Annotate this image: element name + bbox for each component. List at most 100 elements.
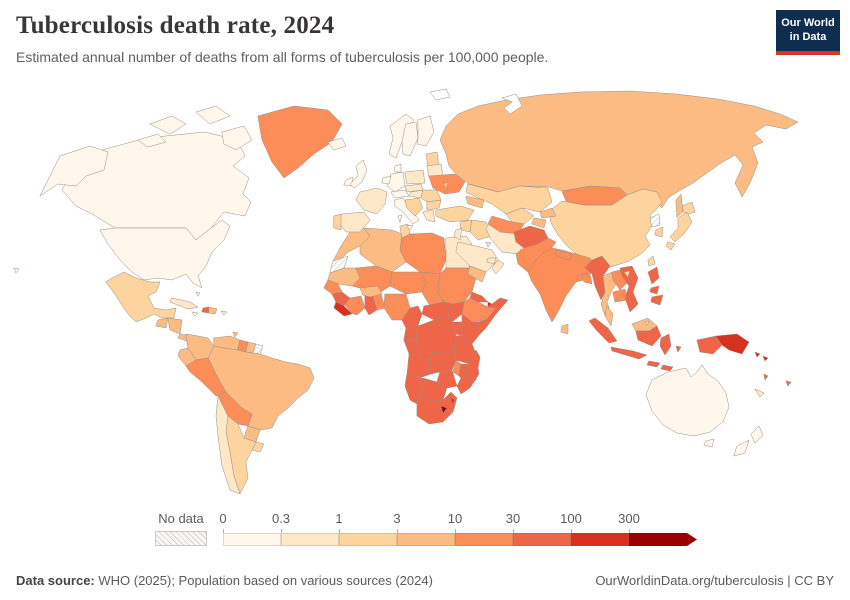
country-iraq[interactable]: Iraq xyxy=(469,219,493,241)
country-poland[interactable]: Poland xyxy=(404,169,426,185)
country-novaya-zemlya[interactable]: Novaya Zemlya xyxy=(501,93,523,115)
country-jamaica[interactable]: Jamaica xyxy=(191,311,199,317)
country-sakhalin[interactable]: Russia (Sakhalin) xyxy=(675,193,684,218)
country-benelux[interactable]: Belgium and Netherlands xyxy=(381,175,392,185)
legend-segment-3-10[interactable] xyxy=(397,533,455,546)
country-mongolia[interactable]: Mongolia xyxy=(561,185,628,206)
country-hawaii[interactable]: United States (Hawaii) xyxy=(13,267,20,274)
country-mexico[interactable]: Mexico xyxy=(105,271,177,323)
country-belarus[interactable]: Belarus xyxy=(426,163,444,177)
country-maluku[interactable]: Indonesia (Maluku) xyxy=(675,345,682,353)
country-hainan[interactable]: Hainan xyxy=(623,270,631,278)
country-turkey[interactable]: Turkey xyxy=(435,205,475,223)
country-haiti[interactable]: Haiti xyxy=(201,306,210,314)
country-baltics[interactable]: Baltic states xyxy=(425,151,440,167)
country-tasmania[interactable]: Australia (Tasmania) xyxy=(703,438,715,448)
country-honshu[interactable]: Japan (Honshu) xyxy=(669,211,693,243)
country-france[interactable]: France xyxy=(355,187,388,215)
country-lesser-sunda-1[interactable]: Indonesia (Lesser Sunda) xyxy=(646,360,661,368)
country-visayas[interactable]: Philippines (Visayas) xyxy=(649,285,660,295)
country-java[interactable]: Indonesia (Java) xyxy=(610,346,648,360)
country-denmark[interactable]: Denmark xyxy=(394,163,402,173)
country-burkina-faso[interactable]: Burkina Faso xyxy=(359,285,383,298)
country-australia[interactable]: Australia xyxy=(645,364,730,437)
country-puerto-rico[interactable]: Puerto Rico xyxy=(220,310,228,316)
country-sri-lanka[interactable]: Sri Lanka xyxy=(560,323,569,335)
country-south-korea[interactable]: South Korea xyxy=(654,226,664,238)
country-nepal[interactable]: Nepal xyxy=(555,249,573,261)
legend-segment-10-30[interactable] xyxy=(455,533,513,546)
country-sweden[interactable]: Sweden xyxy=(401,121,419,157)
country-bahamas[interactable]: Bahamas xyxy=(195,291,201,297)
country-nz-north[interactable]: New Zealand (North Island) xyxy=(750,425,764,444)
country-sumatra[interactable]: Indonesia (Sumatra) xyxy=(588,317,618,344)
country-italy[interactable]: Italy xyxy=(394,197,420,225)
country-nz-south[interactable]: New Zealand (South Island) xyxy=(733,439,750,457)
country-south-africa[interactable]: South Africa xyxy=(416,391,458,425)
country-india[interactable]: India xyxy=(527,247,597,323)
country-north-korea[interactable]: North Korea xyxy=(649,213,661,228)
country-uk[interactable]: United Kingdom xyxy=(349,159,368,189)
country-guatemala[interactable]: Guatemala xyxy=(155,317,169,329)
legend-segment-30-100[interactable] xyxy=(513,533,571,546)
country-solomon-1[interactable]: Solomon Islands xyxy=(754,351,761,358)
country-caucasus[interactable]: Georgia, Armenia and Azerbaijan xyxy=(465,195,485,209)
country-oman[interactable]: Oman xyxy=(491,259,505,275)
country-borneo-indonesia[interactable]: Indonesia (Kalimantan) xyxy=(635,325,662,347)
country-sudan[interactable]: Sudan xyxy=(437,267,477,305)
country-saudi-arabia[interactable]: Saudi Arabia xyxy=(455,241,499,273)
country-fiji[interactable]: Fiji xyxy=(785,380,792,387)
country-madagascar[interactable]: Madagascar xyxy=(465,349,481,387)
footer-link[interactable]: OurWorldinData.org/tuberculosis xyxy=(595,573,784,588)
country-south-sudan[interactable]: South Sudan xyxy=(447,301,465,323)
country-baffin[interactable]: Canada (Baffin Island) xyxy=(221,125,253,151)
country-french-guiana[interactable]: French Guiana xyxy=(252,343,264,355)
country-sardinia[interactable]: Italy (Sardinia) xyxy=(397,214,403,223)
country-svalbard[interactable]: Svalbard xyxy=(429,88,451,101)
country-myanmar[interactable]: Myanmar xyxy=(584,255,611,301)
country-solomon-2[interactable]: Solomon Islands (east) xyxy=(762,355,769,362)
country-uae-qatar[interactable]: United Arab Emirates and Qatar xyxy=(486,257,497,265)
country-pakistan[interactable]: Pakistan xyxy=(515,237,557,273)
country-bangladesh[interactable]: Bangladesh xyxy=(581,273,593,285)
country-tanzania[interactable]: Tanzania xyxy=(453,335,477,365)
country-laos[interactable]: Laos xyxy=(611,269,629,291)
legend-segment-300+[interactable] xyxy=(629,533,697,546)
country-moldova[interactable]: Moldova xyxy=(442,181,449,190)
country-trinidad[interactable]: Trinidad and Tobago xyxy=(232,331,239,338)
country-ivory-coast[interactable]: Cote d'Ivoire xyxy=(344,295,366,316)
country-niger[interactable]: Niger xyxy=(389,271,427,295)
country-uzbekistan[interactable]: Uzbekistan xyxy=(505,207,535,225)
country-gabon-congo[interactable]: Gabon and Congo xyxy=(403,325,419,341)
country-sulawesi[interactable]: Indonesia (Sulawesi) xyxy=(659,333,672,356)
country-portugal[interactable]: Portugal xyxy=(333,213,342,231)
country-alaska[interactable]: United States (Alaska) xyxy=(39,145,109,197)
country-usa[interactable]: United States xyxy=(99,219,231,289)
country-cuba[interactable]: Cuba xyxy=(169,297,199,310)
legend-segment-100-300[interactable] xyxy=(571,533,629,546)
country-israel-jordan[interactable]: Israel and Jordan xyxy=(453,227,463,241)
country-kuwait[interactable]: Kuwait xyxy=(485,241,492,248)
country-lesotho[interactable]: Lesotho xyxy=(440,405,448,414)
country-taiwan[interactable]: Taiwan xyxy=(647,255,656,267)
country-arctic2[interactable]: Canada (Arctic islands) xyxy=(195,105,231,125)
legend-no-data[interactable]: No data xyxy=(155,511,207,546)
legend-segment-0.3-1[interactable] xyxy=(281,533,339,546)
country-tajikistan[interactable]: Tajikistan xyxy=(531,217,547,229)
country-chile[interactable]: Chile xyxy=(215,395,241,495)
country-greenland[interactable]: Greenland xyxy=(257,105,343,179)
country-west-papua[interactable]: Indonesia (Papua) xyxy=(696,335,723,355)
country-kenya[interactable]: Kenya xyxy=(461,313,481,345)
country-new-caledonia[interactable]: New Caledonia xyxy=(754,388,765,398)
country-zimbabwe[interactable]: Zimbabwe xyxy=(436,369,458,389)
country-lesser-sunda-2[interactable]: Indonesia (Lesser Sunda east) xyxy=(660,364,674,372)
country-hokkaido[interactable]: Japan (Hokkaido) xyxy=(681,201,696,216)
country-eswatini[interactable]: Eswatini xyxy=(450,397,456,405)
country-arctic3[interactable]: Canada (Arctic islands) xyxy=(137,133,167,148)
country-honduras-nicaragua[interactable]: Honduras and Nicaragua xyxy=(167,317,183,335)
country-vietnam[interactable]: Vietnam xyxy=(619,265,639,313)
country-balkans[interactable]: Western Balkans xyxy=(404,197,424,217)
country-libya[interactable]: Libya xyxy=(399,232,447,275)
country-mindanao[interactable]: Philippines (Mindanao) xyxy=(650,294,664,306)
footer-license[interactable]: CC BY xyxy=(794,573,834,588)
